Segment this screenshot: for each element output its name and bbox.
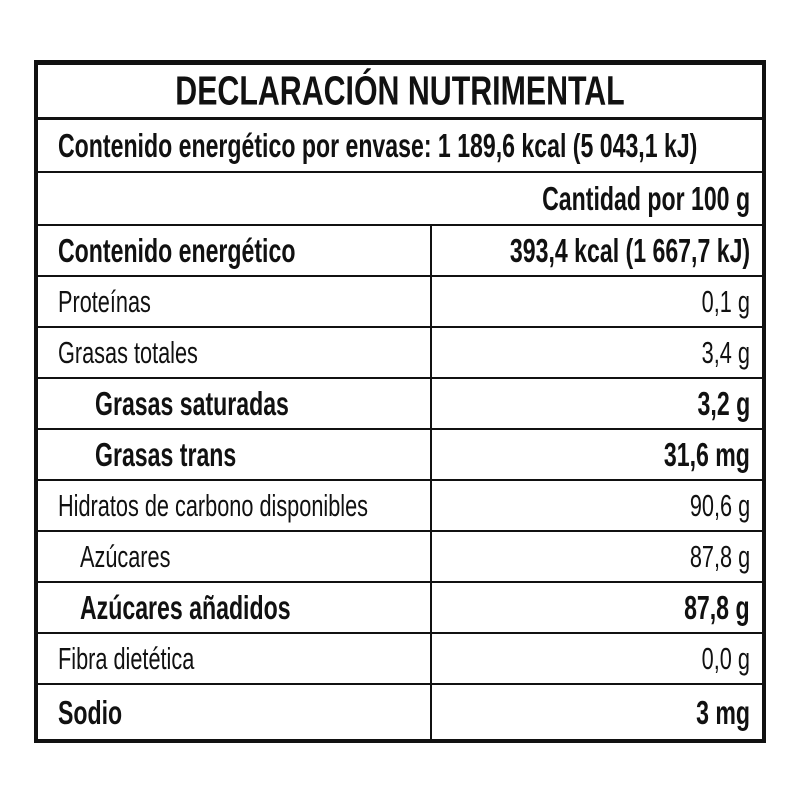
nutrient-row: Contenido energético 393,4 kcal (1 667,7 …: [38, 226, 762, 277]
column-header-row: Cantidad por 100 g: [38, 173, 762, 226]
nutrient-value: 90,6 g: [689, 487, 750, 523]
nutrient-value: 3,2 g: [697, 384, 750, 422]
nutrient-value: 31,6 mg: [663, 435, 750, 473]
column-divider: [430, 481, 432, 530]
nutrient-value: 87,8 g: [689, 538, 750, 574]
nutrient-value: 0,0 g: [701, 640, 750, 676]
nutrient-label: Azúcares añadidos: [80, 588, 291, 626]
column-divider: [430, 430, 432, 479]
nutrient-value: 3 mg: [696, 693, 750, 731]
nutrient-value: 393,4 kcal (1 667,7 kJ): [509, 231, 750, 269]
column-divider: [430, 328, 432, 377]
nutrient-label: Grasas trans: [95, 435, 237, 473]
column-divider: [430, 634, 432, 683]
column-divider: [430, 685, 432, 740]
nutrient-label: Fibra dietética: [58, 640, 195, 676]
column-divider: [430, 583, 432, 632]
nutrient-row: Grasas trans 31,6 mg: [38, 430, 762, 481]
nutrient-label: Azúcares: [80, 538, 171, 574]
nutrient-row: Sodio 3 mg: [38, 685, 762, 740]
column-divider: [430, 379, 432, 428]
column-divider: [430, 277, 432, 326]
table-title: DECLARACIÓN NUTRIMENTAL: [175, 67, 625, 114]
nutrient-label: Grasas saturadas: [95, 384, 289, 422]
nutrient-value: 3,4 g: [701, 334, 750, 370]
per-package-energy: Contenido energético por envase: 1 189,6…: [58, 126, 698, 164]
nutrient-label: Proteínas: [58, 283, 151, 319]
nutrient-row: Fibra dietética 0,0 g: [38, 634, 762, 685]
nutrient-row: Hidratos de carbono disponibles 90,6 g: [38, 481, 762, 532]
nutrient-row: Azúcares añadidos 87,8 g: [38, 583, 762, 634]
nutrient-row: Grasas saturadas 3,2 g: [38, 379, 762, 430]
column-divider: [430, 532, 432, 581]
nutrient-label: Contenido energético: [58, 231, 296, 269]
nutrition-facts-table: DECLARACIÓN NUTRIMENTAL Contenido energé…: [34, 60, 766, 743]
title-row: DECLARACIÓN NUTRIMENTAL: [38, 65, 762, 120]
nutrient-label: Grasas totales: [58, 334, 198, 370]
per-package-row: Contenido energético por envase: 1 189,6…: [38, 120, 762, 173]
column-divider: [430, 226, 432, 275]
nutrient-row: Grasas totales 3,4 g: [38, 328, 762, 379]
nutrient-row: Proteínas 0,1 g: [38, 277, 762, 328]
nutrient-value: 87,8 g: [684, 588, 750, 626]
nutrient-value: 0,1 g: [701, 283, 750, 319]
nutrient-label: Hidratos de carbono disponibles: [58, 487, 369, 523]
column-header: Cantidad por 100 g: [542, 179, 750, 217]
nutrient-row: Azúcares 87,8 g: [38, 532, 762, 583]
nutrient-label: Sodio: [58, 693, 123, 731]
